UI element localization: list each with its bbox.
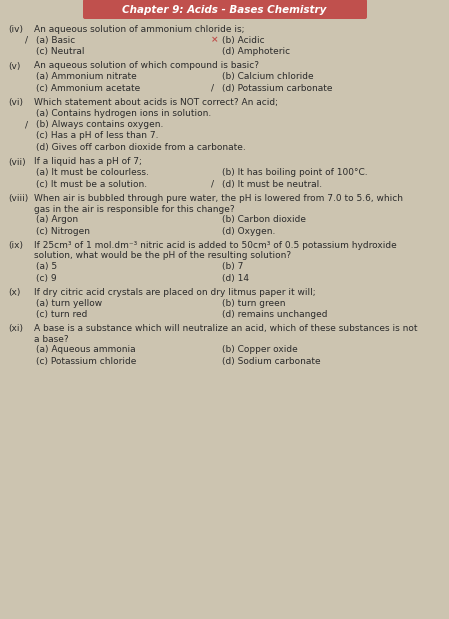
Text: ×: × xyxy=(211,35,219,45)
Text: (b) Calcium chloride: (b) Calcium chloride xyxy=(222,72,313,81)
Text: (a) It must be colourless.: (a) It must be colourless. xyxy=(36,168,149,177)
Text: (c) Ammonium acetate: (c) Ammonium acetate xyxy=(36,84,140,92)
Text: Chapter 9: Acids - Bases Chemistry: Chapter 9: Acids - Bases Chemistry xyxy=(122,5,327,15)
Text: An aqueous solution of ammonium chloride is;: An aqueous solution of ammonium chloride… xyxy=(34,25,245,34)
Text: solution, what would be the pH of the resulting solution?: solution, what would be the pH of the re… xyxy=(34,251,291,261)
Text: (d) remains unchanged: (d) remains unchanged xyxy=(222,310,327,319)
Text: (b) 7: (b) 7 xyxy=(222,262,243,271)
Text: (b) Copper oxide: (b) Copper oxide xyxy=(222,345,298,355)
Text: (viii): (viii) xyxy=(8,194,28,203)
Text: If a liquid has a pH of 7;: If a liquid has a pH of 7; xyxy=(34,157,142,167)
Text: (vii): (vii) xyxy=(8,157,26,167)
Text: (b) Always contains oxygen.: (b) Always contains oxygen. xyxy=(36,120,163,129)
Text: (c) Neutral: (c) Neutral xyxy=(36,47,84,56)
Text: gas in the air is responsible for this change?: gas in the air is responsible for this c… xyxy=(34,204,235,214)
FancyBboxPatch shape xyxy=(83,0,367,19)
Text: (b) Acidic: (b) Acidic xyxy=(222,35,264,45)
Text: A base is a substance which will neutralize an acid, which of these substances i: A base is a substance which will neutral… xyxy=(34,324,418,334)
Text: (a) Aqueous ammonia: (a) Aqueous ammonia xyxy=(36,345,136,355)
Text: (d) 14: (d) 14 xyxy=(222,274,249,282)
Text: (b) It has boiling point of 100°C.: (b) It has boiling point of 100°C. xyxy=(222,168,368,177)
Text: (a) Argon: (a) Argon xyxy=(36,215,78,224)
Text: (iv): (iv) xyxy=(8,25,23,34)
Text: Which statement about acids is NOT correct? An acid;: Which statement about acids is NOT corre… xyxy=(34,98,278,107)
Text: /: / xyxy=(211,180,214,189)
Text: /: / xyxy=(25,35,28,45)
Text: (c) Potassium chloride: (c) Potassium chloride xyxy=(36,357,136,366)
Text: (a) Basic: (a) Basic xyxy=(36,35,75,45)
Text: (d) Gives off carbon dioxide from a carbonate.: (d) Gives off carbon dioxide from a carb… xyxy=(36,143,246,152)
Text: /: / xyxy=(25,120,28,129)
Text: (ix): (ix) xyxy=(8,241,23,250)
Text: /: / xyxy=(211,84,214,92)
Text: (xi): (xi) xyxy=(8,324,23,334)
Text: (d) Amphoteric: (d) Amphoteric xyxy=(222,47,290,56)
Text: (c) Has a pH of less than 7.: (c) Has a pH of less than 7. xyxy=(36,131,158,141)
Text: (d) Sodium carbonate: (d) Sodium carbonate xyxy=(222,357,321,366)
Text: (b) Carbon dioxide: (b) Carbon dioxide xyxy=(222,215,306,224)
Text: (a) Ammonium nitrate: (a) Ammonium nitrate xyxy=(36,72,137,81)
Text: (vi): (vi) xyxy=(8,98,23,107)
Text: (c) Nitrogen: (c) Nitrogen xyxy=(36,227,90,235)
Text: If dry citric acid crystals are placed on dry litmus paper it will;: If dry citric acid crystals are placed o… xyxy=(34,288,316,297)
Text: (d) It must be neutral.: (d) It must be neutral. xyxy=(222,180,322,189)
Text: (d) Potassium carbonate: (d) Potassium carbonate xyxy=(222,84,333,92)
Text: a base?: a base? xyxy=(34,335,69,344)
Text: (v): (v) xyxy=(8,61,20,71)
Text: (c) 9: (c) 9 xyxy=(36,274,57,282)
Text: (c) It must be a solution.: (c) It must be a solution. xyxy=(36,180,147,189)
Text: (a) turn yellow: (a) turn yellow xyxy=(36,298,102,308)
Text: (d) Oxygen.: (d) Oxygen. xyxy=(222,227,275,235)
Text: (a) 5: (a) 5 xyxy=(36,262,57,271)
Text: (b) turn green: (b) turn green xyxy=(222,298,286,308)
Text: (c) turn red: (c) turn red xyxy=(36,310,88,319)
Text: If 25cm³ of 1 mol.dm⁻³ nitric acid is added to 50cm³ of 0.5 potassium hydroxide: If 25cm³ of 1 mol.dm⁻³ nitric acid is ad… xyxy=(34,241,397,250)
Text: An aqueous solution of which compound is basic?: An aqueous solution of which compound is… xyxy=(34,61,259,71)
Text: When air is bubbled through pure water, the pH is lowered from 7.0 to 5.6, which: When air is bubbled through pure water, … xyxy=(34,194,403,203)
Text: (x): (x) xyxy=(8,288,20,297)
Text: (a) Contains hydrogen ions in solution.: (a) Contains hydrogen ions in solution. xyxy=(36,108,211,118)
